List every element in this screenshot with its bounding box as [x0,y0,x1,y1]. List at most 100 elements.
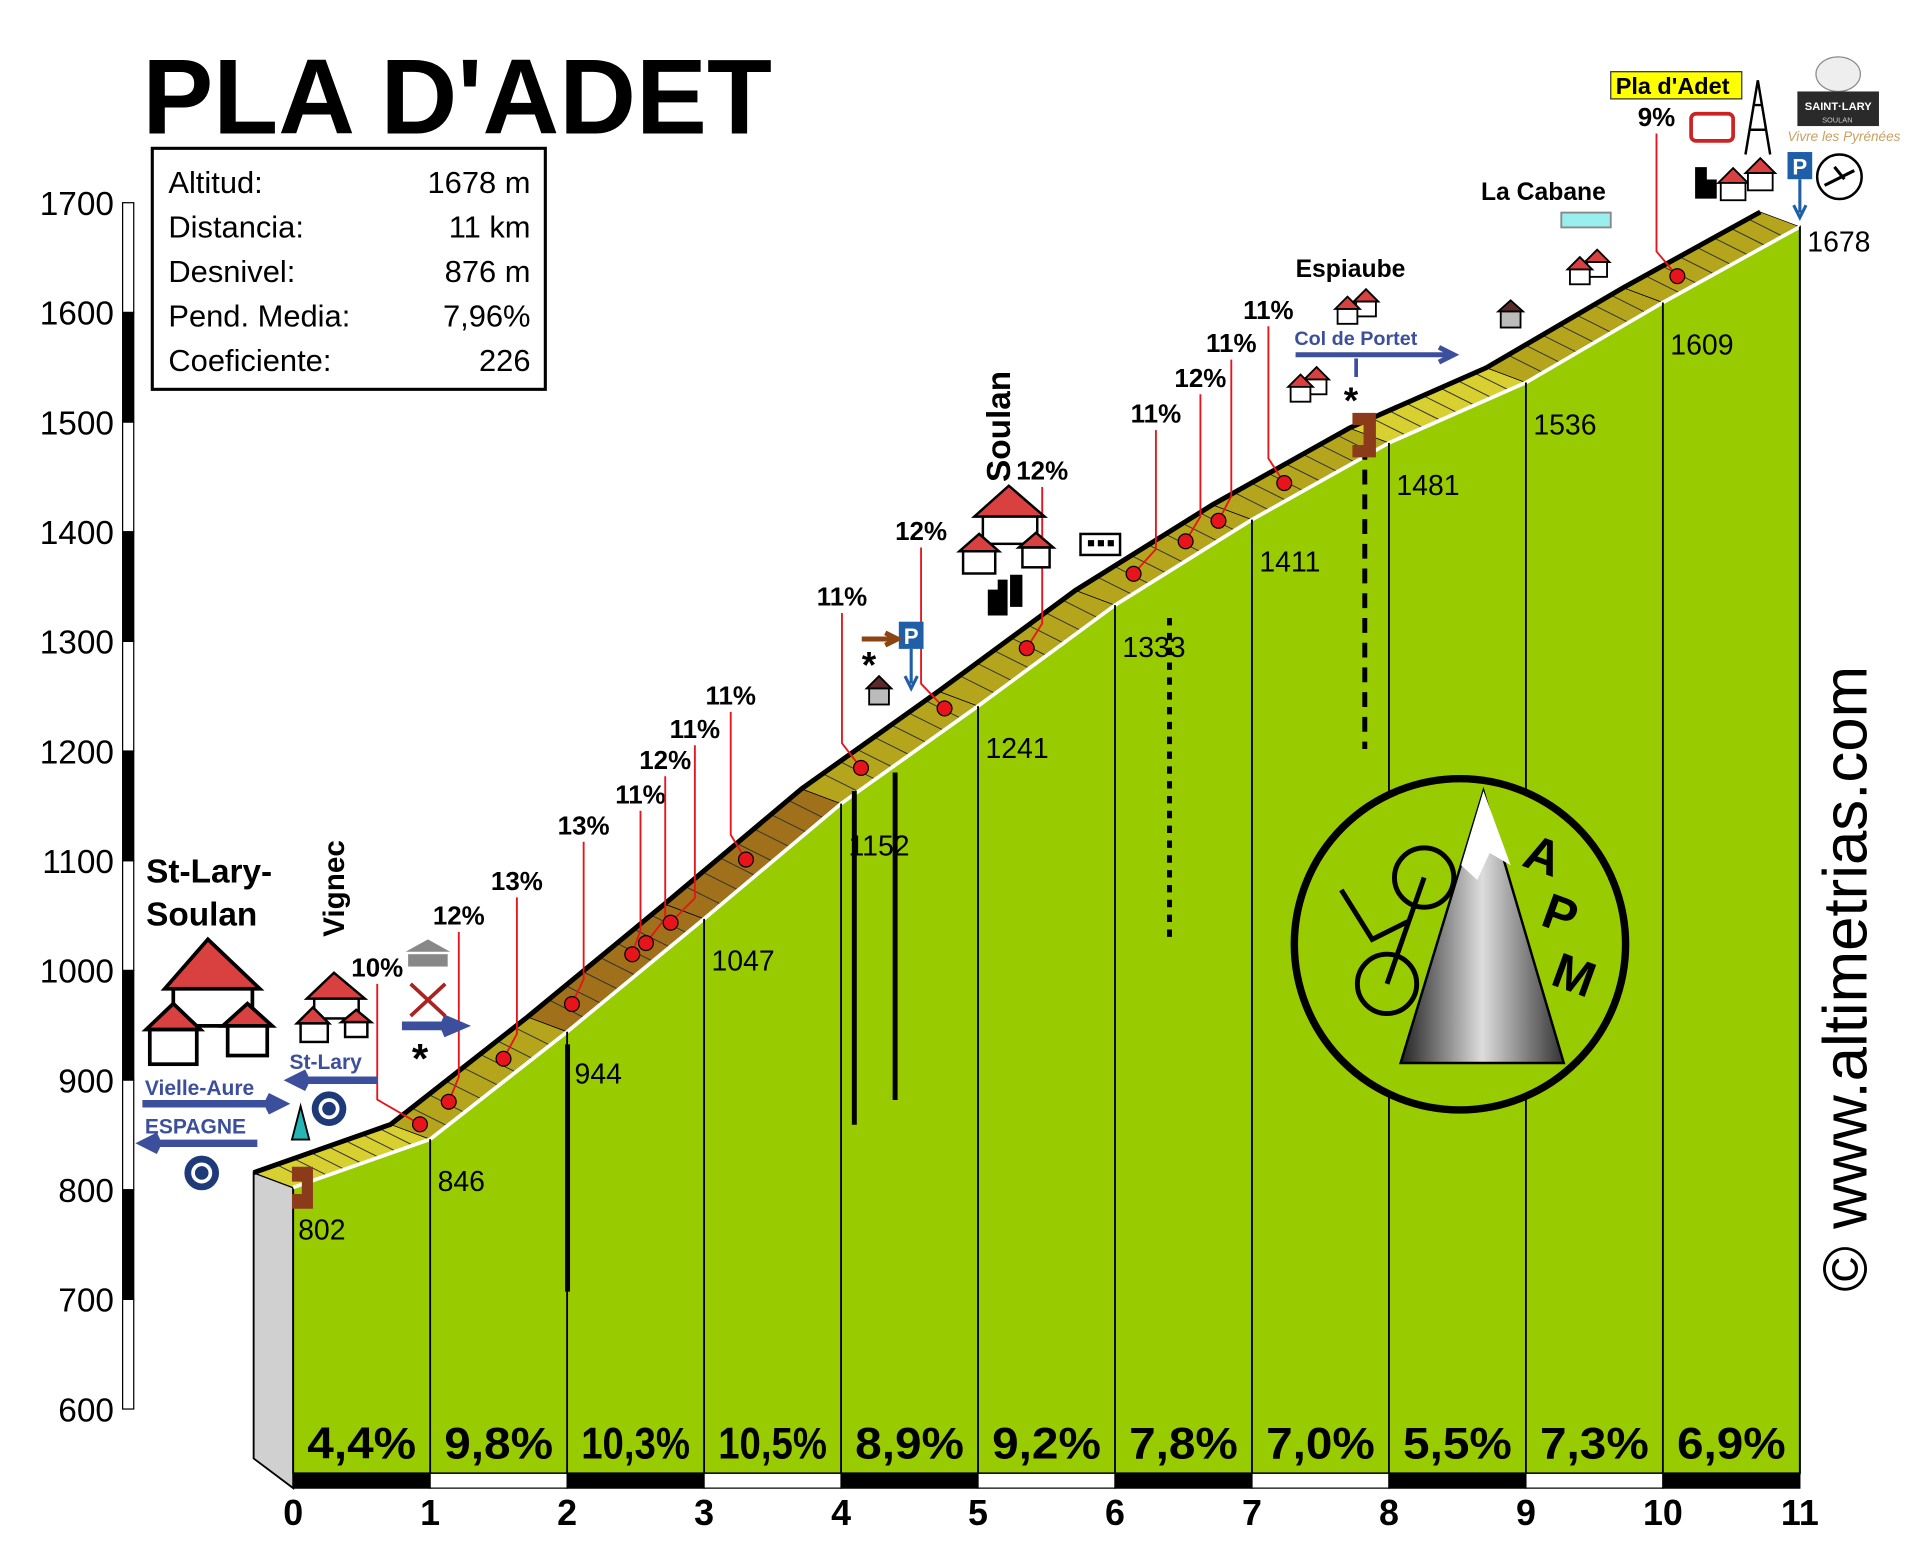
max-gradient-label: 11% [1206,330,1256,358]
road-hatch [976,662,1013,682]
x-tick-label: 6 [1105,1493,1125,1533]
chart-title: PLA D'ADET [142,37,772,156]
road-hatch [890,724,927,744]
max-gradient-label: 9% [1638,104,1676,132]
gradient-leader-line [1655,133,1679,277]
watermark: © www.altimetrias.com [1812,666,1881,1292]
altitude-label: 1241 [985,733,1048,765]
road-hatch [873,736,910,756]
max-gradient-label: 12% [1174,365,1226,393]
x-scale-segment [1251,1472,1390,1489]
parking-icon: P [1787,152,1813,221]
arrow-right-icon [401,1014,472,1038]
x-tick-label: 4 [831,1493,851,1533]
y-scale-segment [121,1189,135,1300]
road-hatch [445,1080,482,1100]
y-scale-segment [121,421,135,533]
road-hatch [1250,482,1287,501]
x-tick-label: 7 [1242,1493,1262,1533]
x-scale-segment [1525,1472,1664,1489]
altitude-label: 1411 [1259,547,1320,579]
gradient-leader-line [669,745,696,924]
viewpoint-asterisk-icon: * [1344,379,1359,421]
x-scale-segment [566,1472,705,1489]
altitude-label: 1333 [1122,632,1185,664]
x-scale-segment [977,1472,1116,1489]
altitude-label: 1481 [1396,470,1459,502]
segment-gradient-label: 10,3% [581,1419,690,1468]
road-hatch [1558,324,1595,343]
max-gradient-label: 11% [817,584,867,612]
place-st-lary-soulan-2: Soulan [146,897,257,934]
y-tick-label: 1100 [42,844,114,881]
max-gradient-label: 12% [1016,458,1068,486]
y-scale-segment [121,1298,135,1410]
y-tick-label: 900 [58,1063,114,1100]
roundabout-icon [309,1088,349,1129]
road-hatch [719,857,756,877]
road-hatch [1147,544,1184,563]
y-scale-segment [121,860,135,971]
x-scale-segment [1114,1472,1253,1489]
road-hatch [1044,612,1081,631]
stat-label: Distancia: [168,209,304,244]
road-hatch [1284,463,1321,482]
annotations: 10%12%13%13%11%12%11%11%11%12%12%11%12%1… [291,104,1686,1292]
x-scale-segment [429,1472,568,1489]
house-icon [864,674,894,706]
y-scale-segment [121,640,135,752]
road-hatch [1301,453,1338,473]
arrow-right-icon [861,630,904,648]
max-gradient-label: 13% [491,868,543,896]
profile: 802 846 944 1047 1152 1241 1333 1411 1481 1536 160… [252,209,1870,1490]
direction-vielle-aure-label: Vielle-Aure [145,1077,254,1100]
road-hatch [753,828,790,848]
direction-espagne-label: ESPAGNE [145,1115,246,1138]
road-hatch [599,957,636,976]
x-scale-segment [703,1472,842,1489]
y-tick-label: 1200 [40,734,114,771]
altitude-label: 1047 [712,946,775,978]
stat-value: 7,96% [443,298,531,333]
x-tick-label: 3 [694,1493,714,1533]
direction-espagne: ESPAGNE [135,1115,258,1155]
road-hatch [1387,409,1424,429]
y-tick-label: 1500 [40,405,114,442]
stat-label: Coeficiente: [168,343,331,378]
stat-value: 876 m [445,254,531,289]
y-scale-segment [121,1079,135,1191]
y-scale-segment [121,969,135,1081]
x-scale-segment [292,1472,431,1489]
road-hatch [959,675,996,694]
altitude-label: 1609 [1670,329,1733,361]
stats-box: Altitud: 1678 m Distancia: 11 km Desnivel: 87… [150,146,547,391]
road-hatch [1404,402,1441,421]
road-hatch [1181,522,1218,542]
max-gradient-label: 13% [558,812,610,840]
x-tick-label: 11 [1781,1493,1819,1533]
y-tick-label: 1600 [40,296,114,333]
road-hatch [514,1026,551,1046]
gradient-leader-line [376,983,421,1126]
profile-side-face [252,1171,295,1490]
mine-icon [409,982,447,1018]
steep-point-marker [1276,475,1293,492]
town-vignec-icon [293,971,375,1044]
road-hatch [1678,255,1715,275]
segment-gradient-label: 4,4% [307,1419,416,1468]
x-tick-label: 9 [1516,1493,1536,1533]
place-la-cabane: La Cabane [1481,179,1606,206]
gradient-leader-line [1184,394,1202,542]
houses-la-cabane-icon [1495,211,1612,329]
segment-gradient-label: 8,9% [855,1419,964,1468]
y-tick-label: 600 [58,1392,114,1429]
altitude-label: 802 [298,1214,345,1246]
steep-point-marker [411,1116,428,1133]
gradient-leader-line [1217,359,1233,522]
svg-text:P: P [904,624,919,649]
y-tick-label: 1700 [40,186,114,223]
road-hatch [993,649,1030,669]
road-edge-line [252,209,1762,1176]
stat-value: 226 [479,343,531,378]
